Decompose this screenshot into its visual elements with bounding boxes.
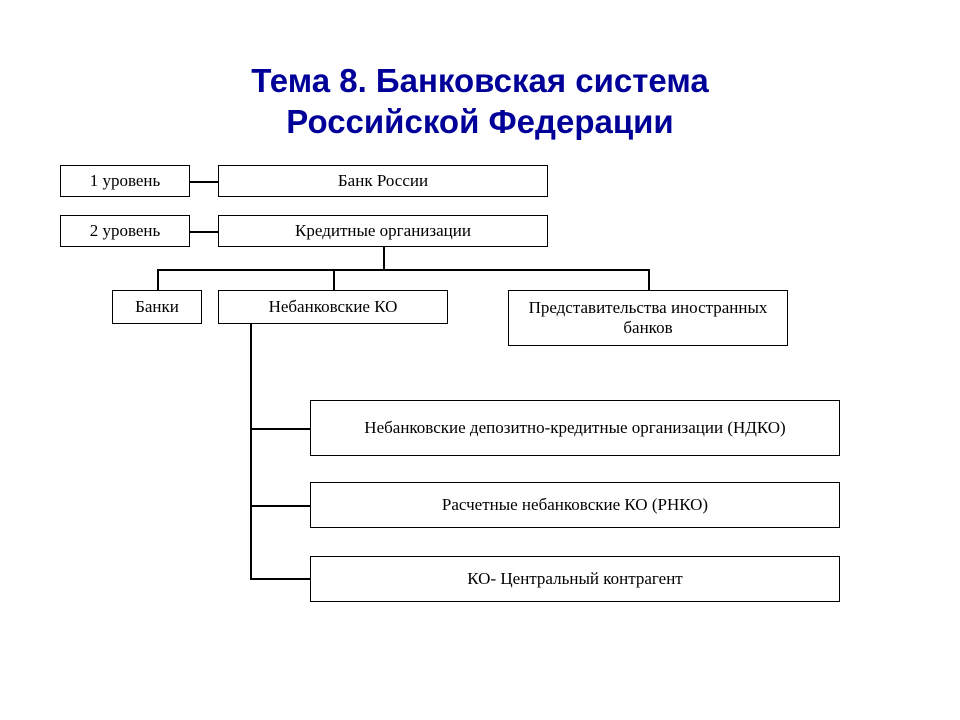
connector-line: [190, 231, 218, 233]
diagram-title: Тема 8. Банковская система Российской Фе…: [0, 60, 960, 143]
node-label: Банк России: [338, 171, 428, 191]
title-line-2: Российской Федерации: [286, 103, 673, 140]
connector-line: [333, 269, 335, 290]
node-level2: 2 уровень: [60, 215, 190, 247]
connector-line: [250, 578, 310, 580]
connector-line: [157, 269, 159, 290]
node-banks: Банки: [112, 290, 202, 324]
connector-line: [250, 505, 310, 507]
connector-line: [383, 247, 385, 269]
node-label: Представительства иностранных банков: [517, 298, 779, 338]
node-label: Кредитные организации: [295, 221, 471, 241]
node-label: 1 уровень: [90, 171, 161, 191]
node-label: 2 уровень: [90, 221, 161, 241]
node-foreign: Представительства иностранных банков: [508, 290, 788, 346]
node-label: КО- Центральный контрагент: [467, 569, 682, 589]
node-label: Небанковские депозитно-кредитные организ…: [364, 418, 785, 438]
connector-line: [648, 269, 650, 290]
title-line-1: Тема 8. Банковская система: [251, 62, 708, 99]
node-ndko: Небанковские депозитно-кредитные организ…: [310, 400, 840, 456]
connector-line: [250, 428, 310, 430]
node-label: Небанковские КО: [269, 297, 398, 317]
connector-line: [190, 181, 218, 183]
connector-line: [157, 269, 648, 271]
node-label: Банки: [135, 297, 179, 317]
node-bankru: Банк России: [218, 165, 548, 197]
node-nbko: Небанковские КО: [218, 290, 448, 324]
node-rnko: Расчетные небанковские КО (РНКО): [310, 482, 840, 528]
node-ccp: КО- Центральный контрагент: [310, 556, 840, 602]
node-level1: 1 уровень: [60, 165, 190, 197]
node-credorg: Кредитные организации: [218, 215, 548, 247]
node-label: Расчетные небанковские КО (РНКО): [442, 495, 708, 515]
connector-line: [250, 324, 252, 578]
